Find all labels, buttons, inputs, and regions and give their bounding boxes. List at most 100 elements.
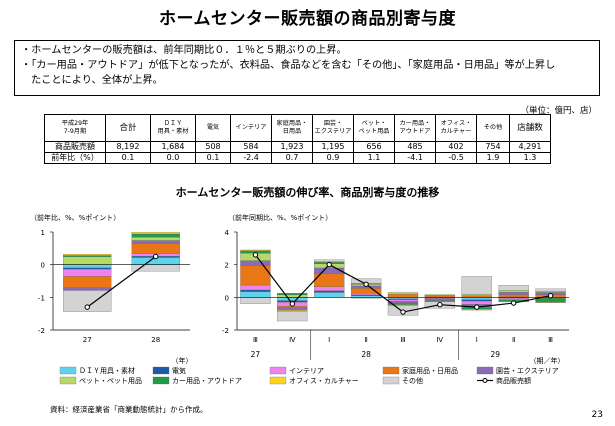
bar-segment-pet <box>387 292 419 295</box>
header-total: 合計 <box>105 114 151 142</box>
total-marker <box>437 301 443 308</box>
bar-segment-diy <box>461 297 492 300</box>
total-marker <box>510 300 517 306</box>
summary-bullet-2: ・「カー用品・アウトドア」が低下となったが、衣料品、食品などを含む「その他」、「… <box>21 60 556 71</box>
table-cell: 0.1 <box>195 152 231 164</box>
table-row: 商品販売額 8,192 1,684 508 584 1,923 1,195 65… <box>44 141 551 153</box>
bar-segment-office <box>535 302 566 303</box>
table-cell: 754 <box>476 141 510 153</box>
table-cell: -0.5 <box>435 152 477 164</box>
x-tick-label: Ⅲ <box>401 336 406 344</box>
header-car: カー用品・ アウトドア <box>394 114 436 142</box>
bar-segment-office <box>131 232 180 235</box>
bar-segment-kitchen <box>498 294 529 298</box>
legend-marker-swatch <box>482 378 488 383</box>
y-tick-label: 0 <box>41 262 45 270</box>
page-title: ホームセンター販売額の商品別寄与度 <box>159 9 456 29</box>
charts-area: （前年比、%、%ポイント） 1 0 -1 -2 27 28 （年） （前年同期比、%、%ポイント… <box>30 213 569 385</box>
legend-swatch-garden <box>476 366 494 375</box>
bar-segment-other <box>461 276 492 295</box>
table-row: 前年比（%） 0.1 0.0 0.1 -2.4 0.7 0.9 1.1 -4.1… <box>44 152 551 164</box>
table-cell: 508 <box>195 141 231 153</box>
bar-segment-other <box>63 290 112 312</box>
table-cell: 1.3 <box>509 152 551 164</box>
table-cell: 1,195 <box>312 141 354 153</box>
bar-segment-garden <box>240 260 271 266</box>
table-cell: -4.1 <box>394 152 436 164</box>
legend-swatch-pet <box>59 376 77 385</box>
header-kitchen: 家庭用品・ 日用品 <box>271 114 313 142</box>
table-cell: 1,684 <box>150 141 196 153</box>
table-cell: 0.9 <box>312 152 354 164</box>
bar-segment-denki <box>314 290 345 293</box>
year-label: 28 <box>361 350 371 359</box>
summary-bullet-2-cont: たことにより、全体が上昇。 <box>31 75 163 86</box>
x-tick-label: Ⅱ <box>512 336 515 344</box>
x-tick-label: Ⅲ <box>548 336 553 344</box>
legend-label: その他 <box>402 376 423 385</box>
legend-swatch-car <box>152 376 170 385</box>
chart-title: ホームセンター販売額の伸び率、商品別寄与度の推移 <box>175 186 440 199</box>
x-tick-label: Ⅰ <box>476 336 478 344</box>
legend-label: 商品販売額 <box>496 376 531 385</box>
legend-label: オフィス・カルチャー <box>289 377 359 385</box>
bar-segment-car <box>277 293 308 296</box>
x-tick-label: Ⅰ <box>328 336 330 344</box>
x-tick-label: Ⅳ <box>437 336 444 344</box>
bar-segment-pet <box>131 237 180 241</box>
y-tick-label: 1 <box>41 229 45 237</box>
bar-segment-kitchen <box>387 293 419 298</box>
table-cell: 0.0 <box>150 152 196 164</box>
bar-segment-pet <box>63 256 112 265</box>
bar-segment-diy <box>277 297 308 301</box>
x-tick-label: Ⅲ <box>253 336 258 344</box>
bar-segment-garden <box>277 307 308 311</box>
bar-segment-interior <box>314 286 345 291</box>
total-marker <box>474 304 480 310</box>
legend-label: 電気 <box>172 366 186 375</box>
header-interior: インテリア <box>230 114 272 142</box>
y-tick-label: 0 <box>225 294 229 302</box>
bar-segment-interior <box>461 300 492 305</box>
y-tick-label: -2 <box>222 327 229 335</box>
legend-swatch-office <box>269 376 287 385</box>
bar-segment-garden <box>63 287 112 291</box>
row-label: 前年比（%） <box>44 152 106 164</box>
y-axis-label: （前年同期比、%、%ポイント） <box>228 213 332 222</box>
table-cell: 402 <box>435 141 477 153</box>
header-other: その他 <box>476 114 510 142</box>
summary-box: ・ホームセンターの販売額は、前年同期比０．１％と５期ぶりの上昇。 ・「カー用品・… <box>14 40 600 96</box>
legend-swatch-denki <box>152 366 170 375</box>
bar-segment-garden <box>498 291 529 295</box>
header-stores: 店舗数 <box>509 114 551 142</box>
bar-segment-other <box>314 259 345 262</box>
legend-label: カー用品・アウトドア <box>172 377 242 385</box>
table-cell: 0.1 <box>105 152 151 164</box>
bar-segment-kitchen <box>131 243 180 254</box>
bar-segment-office <box>63 254 112 256</box>
header-garden: 園芸・ エクステリア <box>312 114 354 142</box>
bar-segment-denki <box>240 289 271 292</box>
bar-segment-diy <box>240 291 271 298</box>
year-label: 29 <box>490 350 500 359</box>
bar-segment-interior <box>498 298 529 300</box>
bar-segment-pet <box>461 294 492 296</box>
table-cell: 0.7 <box>271 152 313 164</box>
x-axis-label: （年） <box>172 356 193 365</box>
y-tick-label: 4 <box>225 229 230 237</box>
table-unit: （単位：億円、店） <box>520 106 597 116</box>
bar-segment-interior <box>387 299 419 302</box>
bar-segment-pet <box>424 294 456 296</box>
legend-swatch-interior <box>269 366 287 375</box>
page-number: 23 <box>591 410 603 420</box>
bar-segment-office <box>240 249 271 251</box>
legend-swatch-other <box>382 376 400 385</box>
legend-swatch-kitchen <box>382 366 400 375</box>
bar-segment-other <box>277 311 308 322</box>
y-axis-label: （前年比、%、%ポイント） <box>30 213 120 222</box>
table-cell: 584 <box>230 141 272 153</box>
bar-segment-interior <box>63 269 112 277</box>
legend-label: 園芸・エクステリア <box>496 366 559 375</box>
bar-segment-other <box>535 288 566 292</box>
header-pet: ペット・ ペット用品 <box>353 114 395 142</box>
